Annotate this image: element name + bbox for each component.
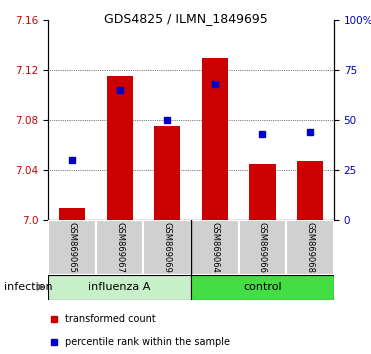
- Text: GSM869064: GSM869064: [210, 222, 219, 273]
- Bar: [286, 220, 334, 275]
- Text: control: control: [243, 282, 282, 292]
- Bar: [239, 220, 286, 275]
- Text: infection: infection: [4, 282, 52, 292]
- Text: GDS4825 / ILMN_1849695: GDS4825 / ILMN_1849695: [104, 12, 267, 25]
- Bar: [48, 275, 191, 300]
- Bar: [202, 57, 228, 220]
- Bar: [297, 161, 323, 220]
- Text: transformed count: transformed count: [65, 314, 156, 324]
- Text: percentile rank within the sample: percentile rank within the sample: [65, 337, 230, 347]
- Text: GSM869066: GSM869066: [258, 222, 267, 273]
- Bar: [96, 220, 144, 275]
- Bar: [191, 220, 239, 275]
- Text: influenza A: influenza A: [88, 282, 151, 292]
- Bar: [59, 207, 85, 220]
- Bar: [249, 164, 276, 220]
- Text: GSM869067: GSM869067: [115, 222, 124, 273]
- Bar: [154, 126, 180, 220]
- Text: GSM869068: GSM869068: [306, 222, 315, 273]
- Bar: [48, 220, 96, 275]
- Bar: [191, 275, 334, 300]
- Text: GSM869065: GSM869065: [68, 222, 76, 273]
- Text: GSM869069: GSM869069: [163, 222, 172, 273]
- Bar: [106, 76, 133, 220]
- Bar: [144, 220, 191, 275]
